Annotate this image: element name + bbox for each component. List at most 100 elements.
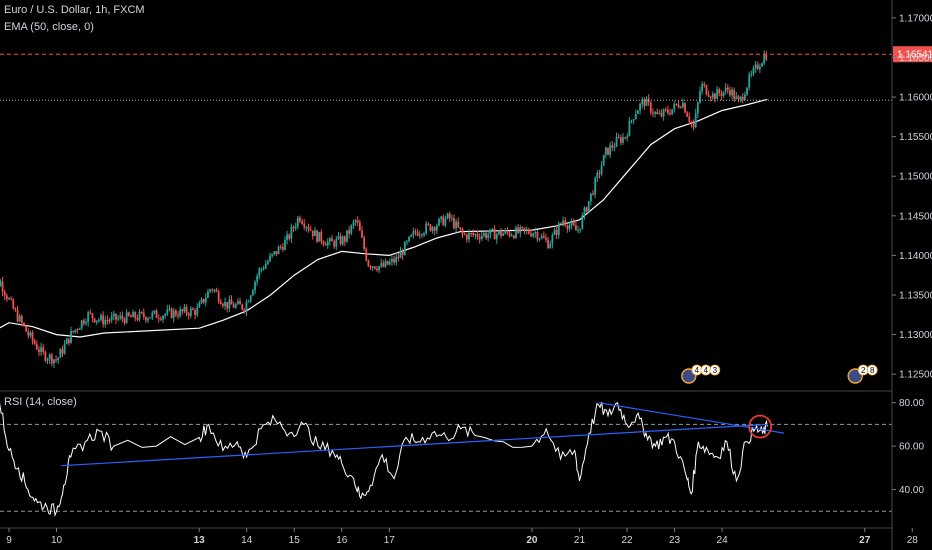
candle-up [179,309,182,317]
event-count-label: 4 [704,366,709,375]
candle-down [566,225,569,229]
candle-up [204,297,207,303]
price-tick-label: 1.14000 [899,251,932,262]
candle-up [502,233,505,236]
candle-up [80,320,83,329]
time-tick-label: 22 [621,535,633,546]
candle-down [679,107,682,109]
candle-up [701,83,704,92]
event-count-label: 4 [695,366,700,375]
candle-down [102,315,105,325]
candle-up [352,222,355,226]
candle-down [478,237,481,240]
candle-up [551,234,554,244]
candle-down [376,268,378,271]
candle-down [688,116,691,122]
price-tick-label: 1.16000 [899,93,932,104]
price-tick-label: 1.16500 [899,53,932,64]
candle-up [406,241,408,243]
candle-up [549,243,552,249]
candle-down [459,227,462,230]
candle-down [649,102,652,113]
candle-down [333,241,336,247]
candle-down [50,354,53,364]
candle-down [690,121,693,124]
candle-down [607,147,609,155]
candle-down [299,217,301,222]
price-tick-label: 1.12500 [899,370,932,381]
candle-down [226,302,229,309]
candle-down [667,109,669,113]
candle-down [217,291,220,302]
candle-down [675,103,678,105]
candle-down [316,230,318,242]
candle-up [435,225,438,231]
candle-down [185,306,188,314]
candle-down [500,230,502,236]
candle-up [350,225,353,234]
candle-down [12,299,15,309]
candle-up [117,318,120,320]
candle-up [269,255,271,262]
candle-up [581,215,584,229]
candle-down [215,290,218,292]
candle-up [262,268,265,270]
candle-up [74,329,77,333]
candle-down [598,172,601,174]
candle-up [224,302,226,306]
candle-up [271,253,274,256]
candle-down [25,325,28,332]
candle-up [153,310,156,313]
candle-up [277,246,280,255]
time-tick-label: 16 [336,535,348,546]
candle-down [572,222,575,226]
candle-down [617,137,620,139]
candle-down [652,112,654,114]
candle-down [547,239,550,249]
candle-up [491,228,494,230]
candle-down [192,308,194,311]
candle-down [705,85,708,95]
candle-up [504,230,507,234]
candle-up [258,268,261,276]
candle-up [418,234,421,236]
candle-up [658,113,661,115]
candle-up [746,87,748,95]
candle-up [100,315,102,320]
candle-up [284,239,286,250]
candle-up [634,113,637,120]
candle-down [358,222,361,231]
candle-down [115,313,117,320]
candle-up [87,312,90,323]
candle-down [463,233,466,235]
candle-down [219,301,222,305]
candle-up [296,217,299,227]
candle-down [38,349,40,352]
candle-up [735,96,738,100]
candle-up [425,223,428,234]
candle-up [183,306,186,312]
candle-up [468,232,470,240]
candle-up [681,102,684,108]
candles [0,50,768,369]
candle-down [194,310,197,315]
events-row[interactable]: 44328562 [681,364,932,384]
candle-up [8,298,10,300]
candle-up [29,332,32,336]
candle-up [673,103,676,110]
candle-up [596,172,599,179]
candle-down [737,96,740,100]
candle-up [104,320,107,325]
candle-up [748,74,751,88]
candle-up [577,230,579,232]
candle-up [489,229,492,235]
candle-up [696,102,699,114]
candle-up [395,256,398,263]
time-tick-label: 13 [194,535,206,546]
candle-down [281,246,284,250]
rsi-legend: RSI (14, close) [4,396,77,408]
candle-up [251,290,254,296]
